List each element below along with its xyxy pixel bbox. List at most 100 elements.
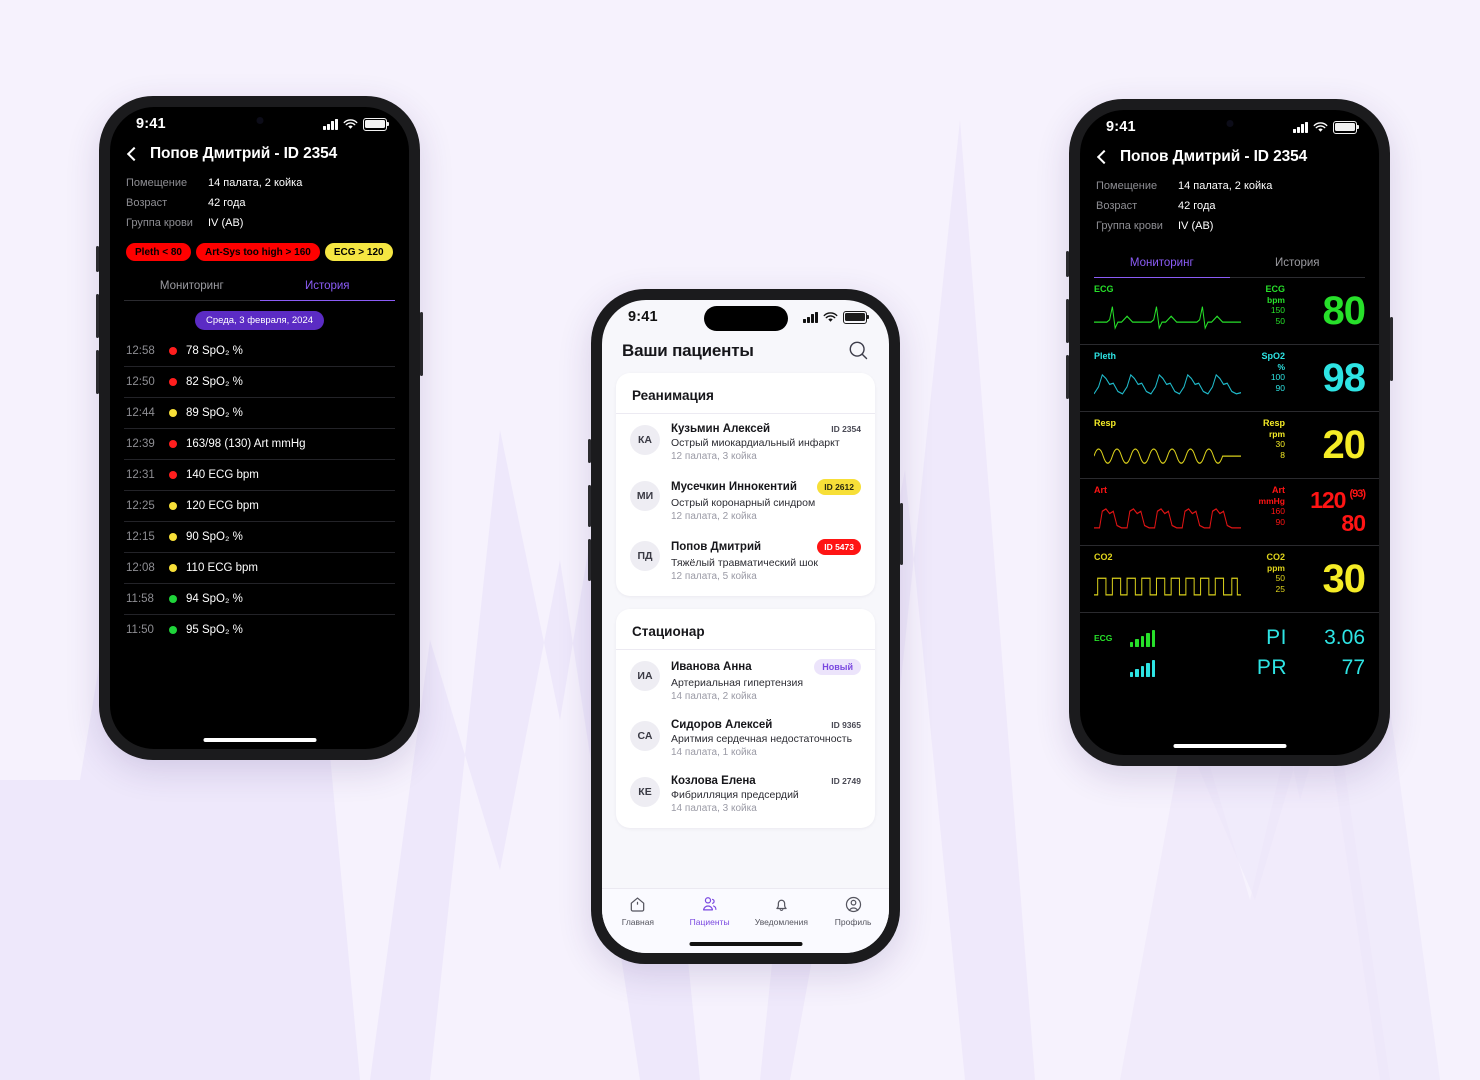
status-dot-icon [169, 626, 177, 634]
patient-room: 12 палата, 5 койка [671, 571, 757, 582]
tab-monitoring[interactable]: Мониторинг [1094, 250, 1230, 278]
phone-monitor: 9:41 Попов Дмитрий - ID 2354 Помещение 1… [1066, 99, 1393, 766]
alert-badges: Pleth < 80 Art-Sys too high > 160 ECG > … [110, 235, 409, 265]
bell-icon [776, 899, 787, 911]
patient-header: Попов Дмитрий - ID 2354 [1080, 140, 1379, 172]
row-value: 78 SpO₂ % [186, 345, 243, 357]
list-item[interactable]: 11:58 94 SpO₂ % [124, 584, 395, 615]
list-item[interactable]: ИА Иванова Анна Новый Артериальная гипер… [616, 650, 875, 710]
list-item[interactable]: 12:44 89 SpO₂ % [124, 398, 395, 429]
page-title: Попов Дмитрий - ID 2354 [1120, 148, 1308, 165]
search-icon[interactable] [848, 340, 869, 361]
footer-row-pi: ECG PI 3.06 [1094, 623, 1365, 653]
unit: rpm [1268, 428, 1285, 439]
status-dot-icon [169, 440, 177, 448]
patient-diagnosis: Фибрилляция предсердий [671, 789, 799, 801]
pleth-waveform [1094, 373, 1241, 395]
monitor-footer: ECG PI 3.06 PR 77 [1080, 613, 1379, 683]
tab-notifications[interactable]: Уведомления [746, 895, 818, 927]
vital-row-resp[interactable]: Resp Resp rpm 30 8 20 [1080, 412, 1379, 479]
row-time: 12:50 [126, 376, 155, 388]
cellular-icon [1293, 121, 1308, 133]
row-time: 12:25 [126, 500, 155, 512]
tab-bar: Мониторинг История [1094, 250, 1365, 278]
meta-value: 42 года [208, 197, 246, 209]
status-badge[interactable]: Pleth < 80 [126, 243, 191, 261]
patient-diagnosis: Артериальная гипертензия [671, 677, 804, 689]
wave-label: CO2 [1094, 552, 1113, 562]
chevron-left-icon[interactable] [1094, 149, 1110, 165]
list-item[interactable]: СА Сидоров Алексей ID 9365 Аритмия серде… [616, 710, 875, 766]
tab-history[interactable]: История [259, 273, 395, 301]
list-item[interactable]: КА Кузьмин Алексей ID 2354 Острый миокар… [616, 414, 875, 470]
row-value: 94 SpO₂ % [186, 593, 243, 605]
avatar: ПД [630, 541, 660, 571]
patient-name: Кузьмин Алексей [671, 423, 771, 435]
ecg-signal-strength-icon [1130, 629, 1155, 647]
list-item[interactable]: КЕ Козлова Елена ID 2749 Фибрилляция пре… [616, 766, 875, 822]
row-value: 82 SpO₂ % [186, 376, 243, 388]
list-item[interactable]: 12:31 140 ECG bpm [124, 460, 395, 491]
tab-monitoring[interactable]: Мониторинг [159, 280, 224, 292]
status-badge[interactable]: Art-Sys too high > 160 [195, 243, 320, 261]
tab-history[interactable]: История [1274, 257, 1320, 269]
row-time: 12:15 [126, 531, 155, 543]
history-list[interactable]: 12:58 78 SpO₂ % 12:50 82 SpO₂ % 12:44 89… [110, 336, 409, 645]
pr-label: PR [1256, 656, 1287, 679]
front-camera-dot [256, 117, 263, 124]
art-waveform [1094, 508, 1241, 529]
row-time: 12:39 [126, 438, 155, 450]
list-item[interactable]: МИ Мусечкин Иннокентий ID 2612 Острый ко… [616, 470, 875, 530]
list-item[interactable]: 12:58 78 SpO₂ % [124, 336, 395, 367]
list-item[interactable]: ПД Попов Дмитрий ID 5473 Тяжёлый травмат… [616, 530, 875, 590]
list-item[interactable]: 12:39 163/98 (130) Art mmHg [124, 429, 395, 460]
date-chip: Среда, 3 февраля, 2024 [194, 311, 325, 330]
status-dot-icon [169, 564, 177, 572]
meta-label: Возраст [1096, 200, 1138, 212]
row-time: 11:58 [126, 593, 154, 605]
spo2-signal-label [1094, 663, 1120, 673]
tab-home[interactable]: Главная [602, 895, 674, 927]
meta-label: Помещение [1096, 180, 1158, 192]
tab-profile[interactable]: Профиль [817, 895, 889, 927]
vital-row-co2[interactable]: CO2 CO2 ppm 50 25 30 [1080, 546, 1379, 613]
status-badge: ID 2749 [831, 776, 861, 786]
wave-label: Resp [1094, 418, 1117, 428]
list-item[interactable]: 12:08 110 ECG bpm [124, 553, 395, 584]
page-title: Ваши пациенты [622, 340, 754, 360]
status-dot-icon [169, 533, 177, 541]
limit-low: 90 [1275, 382, 1285, 393]
wave-label: Art [1094, 485, 1107, 495]
art-diastolic: 80 [1341, 510, 1366, 536]
vital-row-pleth[interactable]: Pleth SpO2 % 100 90 98 [1080, 345, 1379, 412]
patients-icon [703, 897, 717, 911]
limit-low: 90 [1275, 516, 1285, 527]
list-item[interactable]: 12:15 90 SpO₂ % [124, 522, 395, 553]
meta-row: Группа крови IV (AB) [1096, 216, 1363, 236]
vital-row-ecg[interactable]: ECG ECG bpm 150 50 80 [1080, 278, 1379, 345]
wifi-icon [823, 311, 838, 322]
status-dot-icon [169, 502, 177, 510]
front-camera-dot [1226, 120, 1233, 127]
status-time: 9:41 [628, 309, 658, 325]
list-item[interactable]: 11:50 95 SpO₂ % [124, 615, 395, 645]
phone-patients: 9:41 Ваши пациенты Реанимация [588, 289, 903, 964]
status-badge: Новый [814, 659, 861, 675]
patient-name: Попов Дмитрий [671, 541, 762, 553]
patient-room: 12 палата, 2 койка [671, 511, 757, 522]
vital-row-art[interactable]: Art Art mmHg 160 90 120 (93) 80 [1080, 479, 1379, 546]
battery-icon [843, 310, 869, 324]
status-badge[interactable]: ECG > 120 [324, 243, 393, 261]
meta-row: Группа крови IV (AB) [126, 213, 393, 233]
limit-high: 100 [1270, 372, 1285, 382]
patient-name: Иванова Анна [671, 661, 752, 673]
list-item[interactable]: 12:25 120 ECG bpm [124, 491, 395, 522]
tab-patients[interactable]: Пациенты [674, 895, 746, 927]
unit: mmHg [1258, 495, 1285, 506]
chevron-left-icon[interactable] [124, 146, 140, 162]
list-item[interactable]: 12:50 82 SpO₂ % [124, 367, 395, 398]
home-icon [631, 897, 645, 912]
status-dot-icon [169, 378, 177, 386]
pi-value: 3.06 [1324, 626, 1365, 649]
pi-label: PI [1266, 626, 1287, 649]
